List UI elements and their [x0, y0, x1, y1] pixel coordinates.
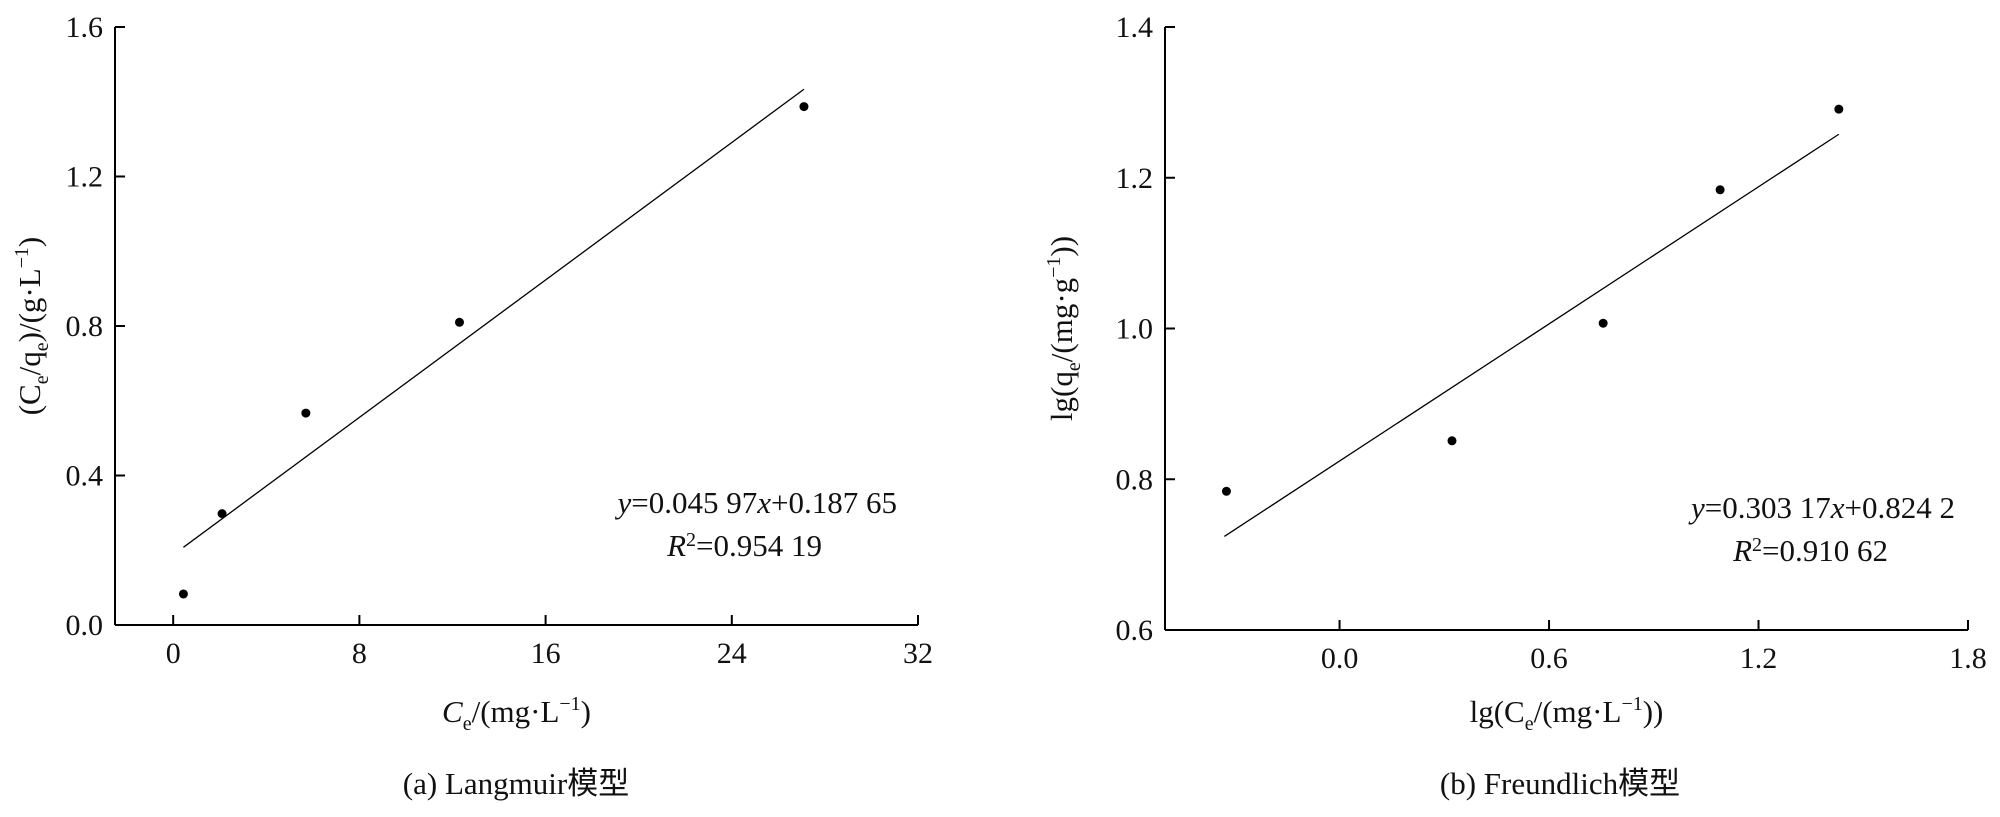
x-tick-label: 0.0: [1321, 642, 1359, 675]
y-tick-label: 1.2: [1116, 162, 1154, 195]
chart-caption: (b) Freundlich模型: [1440, 766, 1680, 801]
text-span: 2: [1752, 534, 1762, 556]
text-span: +0.824 2: [1845, 490, 1955, 525]
text-span: /(mg·g: [1044, 278, 1079, 362]
text-span: =0.303 17: [1705, 490, 1831, 525]
text-span: −1: [11, 247, 33, 268]
y-tick-label: 1.4: [1116, 11, 1154, 44]
text-span: e: [1525, 713, 1534, 735]
text-span: e: [1063, 362, 1085, 371]
data-point: [178, 589, 188, 599]
text-span: −1: [559, 693, 580, 715]
text-span: (C: [12, 384, 47, 415]
data-point: [799, 102, 809, 112]
chart-langmuir: 0.0 0.4 0.8 1.2 1.6 0 8 16 24 32 y=0.045 97x+0.187…: [11, 11, 933, 801]
text-span: x: [756, 485, 771, 520]
text-span: /q: [12, 351, 47, 375]
fit-equation: y=0.303 17x+0.824 2: [1688, 490, 1955, 525]
fit-line: [183, 88, 805, 548]
chart-caption: (a) Langmuir模型: [403, 766, 629, 801]
x-tick-label: 8: [352, 637, 367, 670]
text-span: )): [1643, 694, 1664, 729]
text-span: /(mg·L: [472, 694, 560, 729]
text-span: R: [666, 528, 686, 563]
fit-line: [1223, 133, 1840, 537]
data-point: [1221, 486, 1231, 496]
r-squared: R2=0.910 62: [1732, 533, 1888, 568]
text-span: R: [1732, 533, 1752, 568]
text-span: )/(g·L: [12, 268, 47, 342]
text-span: =0.910 62: [1762, 533, 1888, 568]
text-span: C: [442, 694, 463, 729]
y-axis-label: lg(qe/(mg·g−1)): [1043, 236, 1085, 421]
y-tick-label: 0.4: [66, 460, 104, 493]
text-span: y: [1688, 490, 1705, 525]
y-tick-label: 1.0: [1116, 313, 1154, 346]
data-point: [1598, 318, 1608, 328]
x-tick-label: 16: [531, 637, 561, 670]
chart-freundlich: 0.6 0.8 1.0 1.2 1.4 0.0 0.6 1.2 1.8 y=0.303 17x+0…: [1043, 11, 1987, 801]
y-tick-label: 0.0: [66, 609, 104, 642]
x-axis-label: lg(Ce/(mg·L−1)): [1470, 693, 1664, 735]
fit-equation: y=0.045 97x+0.187 65: [615, 485, 898, 520]
text-span: ): [581, 694, 591, 729]
text-span: e: [463, 713, 472, 735]
x-tick-label: 24: [717, 637, 747, 670]
data-point: [454, 317, 464, 327]
text-span: =0.045 97: [631, 485, 757, 520]
y-tick-label: 1.6: [66, 11, 104, 44]
data-point: [1834, 104, 1844, 114]
text-span: lg(C: [1470, 694, 1525, 729]
data-point: [1715, 185, 1725, 195]
text-span: 2: [686, 529, 696, 551]
text-span: y: [615, 485, 632, 520]
y-tick-label: 1.2: [66, 161, 104, 194]
y-tick-label: 0.8: [1116, 463, 1154, 496]
text-span: e: [31, 375, 53, 384]
text-span: −1: [1043, 257, 1065, 278]
y-tick-label: 0.6: [1116, 614, 1154, 647]
text-span: /(mg·L: [1534, 694, 1622, 729]
text-span: )): [1044, 236, 1079, 257]
r-squared: R2=0.954 19: [666, 528, 822, 563]
x-tick-label: 0: [166, 637, 181, 670]
x-tick-label: 32: [903, 637, 933, 670]
y-axis-label: (Ce/qe)/(g·L−1): [11, 237, 53, 416]
data-point: [1447, 436, 1457, 446]
x-tick-label: 1.2: [1740, 642, 1778, 675]
x-axis-label: Ce/(mg·L−1): [442, 693, 591, 735]
text-span: lg(q: [1044, 371, 1079, 421]
x-tick-label: 0.6: [1530, 642, 1568, 675]
text-span: ): [12, 237, 47, 247]
data-point: [217, 509, 227, 519]
text-span: e: [31, 342, 53, 351]
data-point: [301, 408, 311, 418]
text-span: +0.187 65: [771, 485, 897, 520]
y-tick-label: 0.8: [66, 310, 104, 343]
text-span: =0.954 19: [696, 528, 822, 563]
text-span: x: [1830, 490, 1845, 525]
text-span: −1: [1621, 693, 1642, 715]
x-tick-label: 1.8: [1949, 642, 1987, 675]
